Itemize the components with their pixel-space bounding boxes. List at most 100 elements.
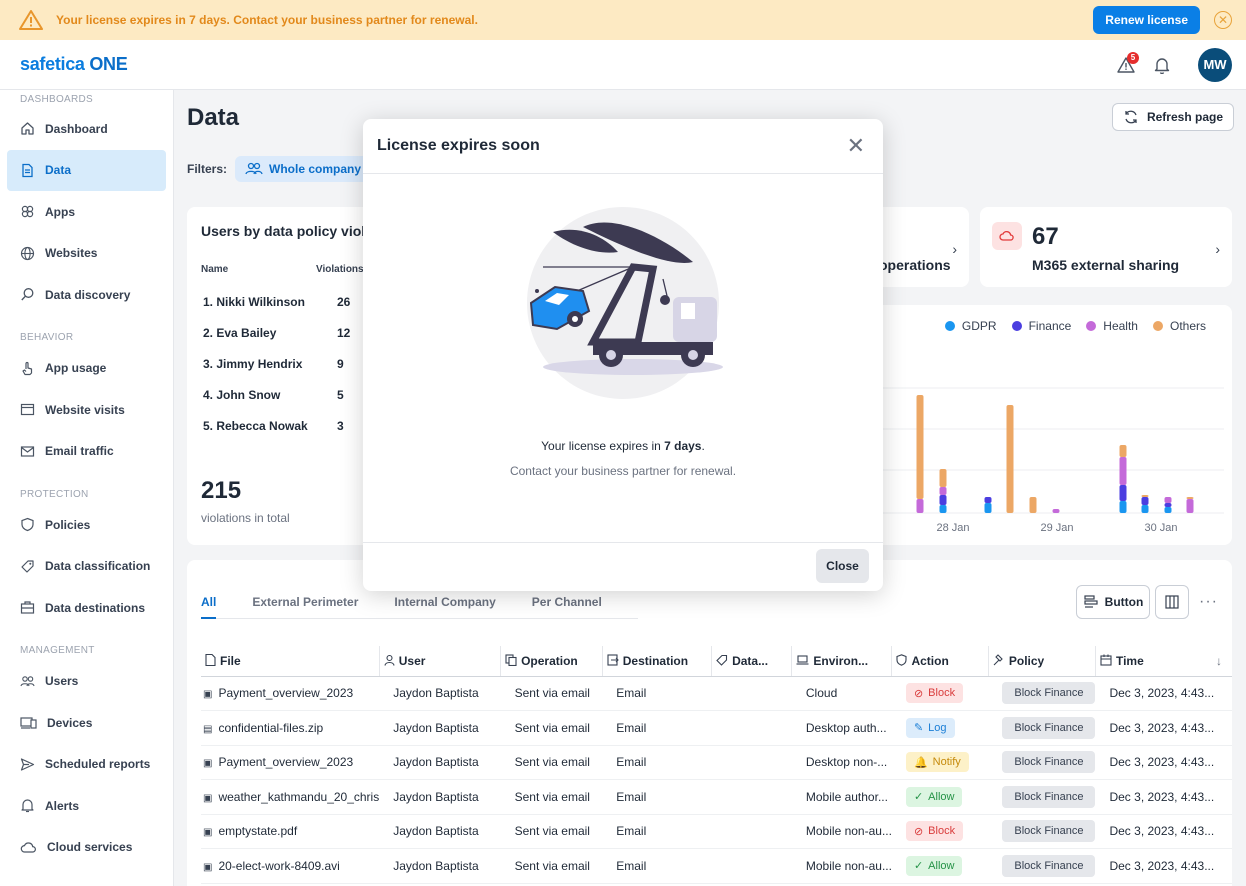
user-avatar[interactable]: MW	[1198, 47, 1232, 82]
sidebar-item-users[interactable]: Users	[7, 661, 166, 703]
cell-env: Mobile non-au...	[791, 848, 892, 884]
tab-internal-company[interactable]: Internal Company	[394, 595, 496, 609]
sort-desc-icon[interactable]: ↓	[1216, 653, 1222, 668]
license-banner: Your license expires in 7 days. Contact …	[0, 0, 1246, 40]
tab-per-channel[interactable]: Per Channel	[531, 595, 602, 609]
column-header-user[interactable]: User	[379, 646, 502, 677]
sidebar-item-cloud-services[interactable]: Cloud services	[7, 827, 166, 869]
cell-destination: Email	[602, 745, 712, 780]
list-item[interactable]: 4. John Snow 5	[203, 388, 344, 402]
cloud-icon	[992, 222, 1022, 250]
refresh-page-button[interactable]: Refresh page	[1111, 103, 1234, 131]
cell-env: Desktop non-...	[791, 745, 892, 780]
cell-env: Desktop auth...	[791, 710, 892, 746]
tab-all[interactable]: All	[201, 595, 217, 619]
close-modal-icon[interactable]: ✕	[846, 133, 865, 158]
tab-external-perimeter[interactable]: External Perimeter	[252, 595, 359, 609]
sidebar-section-management: MANAGEMENT	[20, 645, 95, 656]
column-header-destination[interactable]: Destination	[602, 646, 713, 677]
sidebar-item-websites[interactable]: Websites	[7, 233, 166, 275]
table-row[interactable]: ▣ 20-elect-work-8409.avi Jaydon Baptista Se…	[201, 848, 1232, 884]
policy-badge[interactable]: Block Finance	[1002, 820, 1096, 843]
policy-badge[interactable]: Block Finance	[1002, 854, 1096, 877]
policy-badge[interactable]: Block Finance	[1002, 785, 1096, 808]
bar-segment-others	[939, 469, 947, 487]
sidebar-item-scheduled-reports[interactable]: Scheduled reports	[7, 744, 166, 786]
app-logo[interactable]: safetica ONE	[20, 54, 128, 74]
list-item[interactable]: 5. Rebecca Nowak 3	[203, 419, 344, 433]
shield-icon	[21, 518, 34, 532]
more-options-icon[interactable]: ···	[1199, 593, 1218, 610]
table-row[interactable]: ▣ Payment_overview_2023 Jaydon Baptista Sen…	[201, 676, 1232, 711]
cell-data	[711, 676, 792, 711]
legend-others: Others	[1152, 319, 1206, 333]
browser-window-icon	[20, 404, 35, 416]
policy-badge[interactable]: Block Finance	[1002, 682, 1096, 705]
close-banner-icon[interactable]: ✕	[1214, 11, 1232, 29]
table-row[interactable]: ▣ weather_kathmandu_20_chris Jaydon Baptis…	[201, 779, 1232, 815]
refresh-icon	[1125, 110, 1137, 124]
cell-file: ▣ emptystate.pdf	[201, 814, 380, 849]
column-header-policy[interactable]: Policy	[988, 646, 1096, 677]
bar-segment-gdpr	[1141, 505, 1149, 513]
policy-badge[interactable]: Block Finance	[1002, 751, 1096, 774]
table-row[interactable]: ▣ Payment_overview_2023 Jaydon Baptista Sen…	[201, 745, 1232, 780]
cell-file: ▣ Payment_overview_2023	[201, 745, 380, 780]
sidebar-item-devices[interactable]: Devices	[7, 702, 166, 744]
alerts-icon[interactable]: 5	[1112, 51, 1140, 79]
sidebar-item-data-destinations[interactable]: Data destinations	[7, 587, 166, 629]
sidebar-item-website-visits[interactable]: Website visits	[7, 389, 166, 431]
column-header-file[interactable]: File	[201, 646, 380, 677]
list-item[interactable]: 2. Eva Bailey 12	[203, 326, 351, 340]
sidebar-item-alerts[interactable]: Alerts	[7, 785, 166, 827]
cell-file: ▣ Payment_overview_2023	[201, 676, 380, 711]
file-icon: ▣	[203, 827, 213, 839]
page-title: Data	[187, 104, 240, 131]
cell-user: Jaydon Baptista	[379, 710, 501, 746]
cell-user: Jaydon Baptista	[379, 848, 501, 884]
hand-pointer-icon	[22, 361, 33, 375]
cell-data	[711, 710, 792, 746]
stat-card-m365-sharing[interactable]: 67 M365 external sharing ›	[980, 207, 1232, 287]
column-header-operation[interactable]: Operation	[500, 646, 603, 677]
sidebar-item-dashboard[interactable]: Dashboard	[7, 108, 166, 150]
cell-operation: Sent via email	[500, 779, 603, 815]
table-tabs: All External Perimeter Internal Company …	[201, 595, 638, 619]
cell-action: 🔔 Notify	[891, 745, 989, 780]
x-tick-label: 29 Jan	[1040, 522, 1073, 534]
sidebar-item-data-classification[interactable]: Data classification	[7, 546, 166, 588]
sidebar-item-email-traffic[interactable]: Email traffic	[7, 431, 166, 473]
cell-action: ⊘ Block	[891, 814, 989, 849]
table-row[interactable]: ▣ emptystate.pdf Jaydon Baptista Sent via e…	[201, 814, 1232, 849]
column-header-data[interactable]: Data...	[711, 646, 793, 677]
renew-license-button[interactable]: Renew license	[1093, 6, 1200, 34]
col-name-header: Name	[201, 264, 229, 275]
table-row[interactable]: ▤ confidential-files.zip Jaydon Baptista Se…	[201, 710, 1232, 746]
allow-icon: ✓	[913, 860, 924, 873]
close-button[interactable]: Close	[816, 549, 869, 583]
column-header-environment[interactable]: Environ...	[791, 646, 893, 677]
columns-button[interactable]	[1155, 585, 1189, 619]
group-button[interactable]: Button	[1076, 585, 1150, 619]
cell-time: Dec 3, 2023, 4:43...	[1095, 676, 1232, 711]
sidebar-item-data[interactable]: Data	[7, 149, 166, 191]
list-item[interactable]: 3. Jimmy Hendrix 9	[203, 357, 344, 371]
sidebar-item-policies[interactable]: Policies	[7, 504, 166, 546]
cell-env: Mobile author...	[791, 779, 892, 815]
notifications-bell-icon[interactable]	[1148, 51, 1176, 79]
column-header-action[interactable]: Action	[891, 646, 989, 677]
sidebar-item-apps[interactable]: Apps	[7, 191, 166, 233]
column-header-time[interactable]: Time ↓	[1095, 646, 1232, 677]
sidebar-item-data-discovery[interactable]: Data discovery	[7, 274, 166, 316]
action-badge: ⊘ Block	[905, 821, 964, 842]
policy-badge[interactable]: Block Finance	[1002, 716, 1096, 739]
col-violations-header: Violations	[316, 264, 364, 275]
sidebar-item-app-usage[interactable]: App usage	[7, 348, 166, 390]
filter-chip-whole-company[interactable]: Whole company	[235, 156, 372, 182]
cell-policy: Block Finance	[988, 814, 1096, 849]
bar-segment-others	[1186, 497, 1194, 499]
list-item[interactable]: 1. Nikki Wilkinson 26	[203, 295, 351, 309]
cell-time: Dec 3, 2023, 4:43...	[1095, 710, 1232, 746]
cell-data	[711, 779, 792, 815]
modal-expiry-text: Your license expires in 7 days.	[541, 439, 705, 453]
